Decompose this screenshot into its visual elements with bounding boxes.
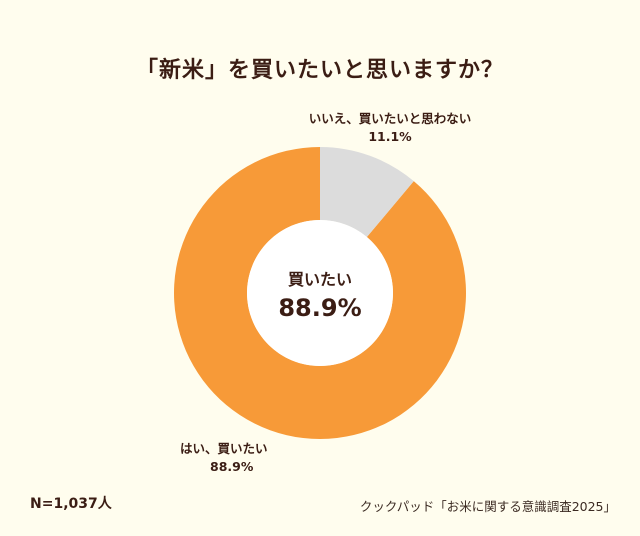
donut-slice [173,147,466,439]
slice-label-yes: はい、買いたい 88.9% [180,440,320,476]
chart-title: 「新米」を買いたいと思いますか？ [135,58,504,83]
sample-size: N=1,037人 [30,496,112,512]
center-label: 買いたい [287,270,352,289]
source-credit: クックパッド「お米に関する意識調査2025」 [359,499,616,514]
center-value: 88.9% [278,294,362,322]
category-label: いいえ、買いたいと思わない [308,111,472,126]
donut-slice [320,147,414,238]
value-label: 88.9% [210,459,254,474]
category-label: はい、買いたい [180,441,268,456]
slice-label-no: いいえ、買いたいと思わない 11.1% [270,110,510,146]
value-label: 11.1% [368,129,412,144]
donut-hole [247,220,393,366]
